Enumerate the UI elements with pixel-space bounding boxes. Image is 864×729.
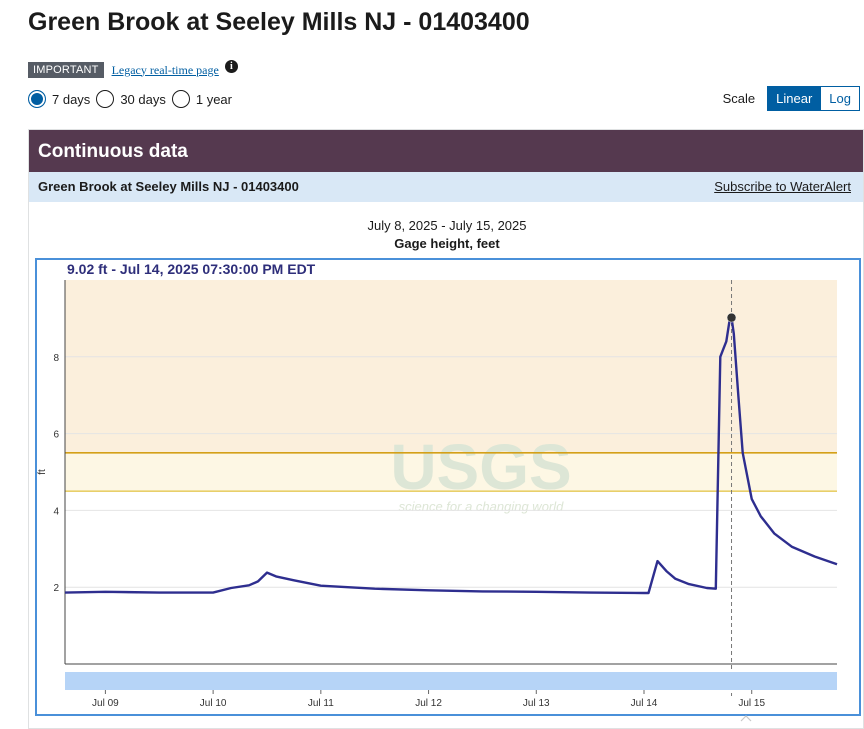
x-tick-label-jul-09: Jul 09 bbox=[92, 698, 119, 709]
range-7-days[interactable]: 7 days bbox=[28, 90, 90, 108]
info-icon[interactable]: i bbox=[224, 59, 238, 73]
x-tick-label-jul-15: Jul 15 bbox=[738, 698, 765, 709]
range-7-days-label: 7 days bbox=[52, 91, 91, 107]
radio-7-days[interactable] bbox=[28, 90, 46, 108]
scale-label: Scale bbox=[722, 91, 756, 106]
x-tick-label-jul-14: Jul 14 bbox=[631, 698, 658, 709]
highlight-point bbox=[726, 312, 737, 323]
x-tick-label-jul-11: Jul 11 bbox=[308, 698, 334, 709]
flood-band-upper bbox=[65, 280, 837, 453]
x-tick-label-jul-12: Jul 12 bbox=[415, 698, 442, 709]
page-title: Green Brook at Seeley Mills NJ - 0140340… bbox=[28, 8, 530, 36]
x-tick-label-jul-10: Jul 10 bbox=[200, 698, 227, 709]
site-header: Green Brook at Seeley Mills NJ - 0140340… bbox=[29, 172, 863, 202]
radio-1-year[interactable] bbox=[171, 90, 190, 108]
y-tick-label-4: 4 bbox=[53, 506, 59, 517]
subscribe-wateralert-link[interactable]: Subscribe to WaterAlert bbox=[714, 179, 851, 194]
time-brush-bar bbox=[65, 672, 837, 690]
card-title: Continuous data bbox=[29, 130, 863, 172]
y-tick-label-2: 2 bbox=[53, 583, 59, 594]
y-axis-label: ft bbox=[37, 469, 48, 475]
chart-title: Gage height, feet bbox=[394, 236, 500, 251]
notice-row: IMPORTANT Legacy real-time page i bbox=[28, 59, 238, 78]
range-1-year-label: 1 year bbox=[195, 91, 232, 107]
usgs-watermark-tagline: science for a changing world bbox=[399, 499, 565, 514]
scale-selector: Scale Linear Log bbox=[723, 86, 860, 111]
caret-up-icon[interactable] bbox=[740, 712, 752, 724]
flood-band-lower bbox=[65, 452, 837, 492]
radio-30-days[interactable] bbox=[96, 90, 115, 108]
y-tick-label-6: 6 bbox=[53, 430, 59, 441]
range-1-year[interactable]: 1 year bbox=[171, 90, 232, 108]
chart-tooltip: 9.02 ft - Jul 14, 2025 07:30:00 PM EDT bbox=[67, 261, 316, 277]
site-name: Green Brook at Seeley Mills NJ - 0140340… bbox=[38, 179, 299, 194]
chart-frame[interactable]: 9.02 ft - Jul 14, 2025 07:30:00 PM EDT U… bbox=[35, 258, 861, 716]
range-30-days-label: 30 days bbox=[120, 91, 166, 107]
scale-log-button[interactable]: Log bbox=[821, 86, 860, 111]
important-badge: IMPORTANT bbox=[28, 62, 104, 78]
series-line-0 bbox=[64, 316, 838, 595]
x-tick-label-jul-13: Jul 13 bbox=[523, 698, 550, 709]
time-range-selector: 7 days 30 days 1 year bbox=[28, 90, 238, 108]
chart-date-range: July 8, 2025 - July 15, 2025 bbox=[367, 218, 527, 233]
scale-linear-button[interactable]: Linear bbox=[767, 86, 822, 111]
continuous-data-card: Continuous data Green Brook at Seeley Mi… bbox=[28, 129, 864, 729]
range-30-days[interactable]: 30 days bbox=[96, 90, 166, 108]
y-tick-label-8: 8 bbox=[53, 353, 59, 364]
legacy-realtime-link[interactable]: Legacy real-time page bbox=[111, 62, 219, 77]
